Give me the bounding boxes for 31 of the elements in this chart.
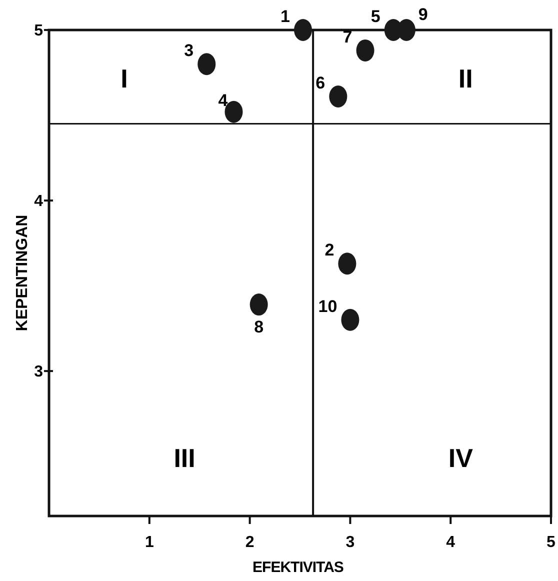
annotation: 5 (370, 7, 380, 26)
annotation: 9 (418, 5, 428, 24)
y-tick-label: 4 (34, 193, 44, 210)
x-tick-label: 4 (446, 534, 456, 551)
x-tick-label: 5 (546, 534, 556, 551)
point (329, 86, 348, 108)
point (338, 252, 356, 275)
x-tick-label: 1 (144, 534, 154, 551)
annotation: 3 (184, 41, 194, 60)
x-axis-title: EFEKTIVITAS (252, 559, 344, 576)
point (356, 39, 374, 62)
annotation: 1 (280, 7, 290, 26)
point (250, 294, 268, 316)
annotation: 2 (324, 240, 334, 260)
y-tick-label: 5 (34, 22, 44, 40)
point (198, 53, 216, 76)
annotation: I (120, 64, 128, 94)
y-axis-title: KEPENTINGAN (14, 214, 31, 332)
annotation: IV (448, 442, 474, 473)
annotation: II (458, 64, 473, 94)
annotation: 8 (254, 318, 264, 337)
annotation: 10 (318, 296, 338, 316)
annotation: 7 (342, 27, 352, 46)
x-tick-label: 2 (245, 534, 254, 551)
annotation: 6 (316, 74, 326, 93)
y-tick-label: 3 (34, 364, 44, 381)
annotation: III (174, 442, 196, 473)
point (341, 308, 360, 331)
point (294, 19, 312, 41)
x-tick-label: 3 (346, 534, 355, 551)
annotation: 4 (218, 90, 228, 110)
